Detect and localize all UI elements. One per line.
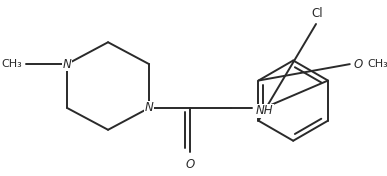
Text: NH: NH	[256, 104, 274, 117]
Text: N: N	[145, 101, 154, 114]
Text: CH₃: CH₃	[367, 59, 387, 69]
Text: Cl: Cl	[311, 7, 323, 20]
Text: CH₃: CH₃	[2, 59, 22, 69]
Text: O: O	[353, 58, 363, 71]
Text: O: O	[185, 158, 195, 171]
Text: N: N	[63, 58, 71, 71]
